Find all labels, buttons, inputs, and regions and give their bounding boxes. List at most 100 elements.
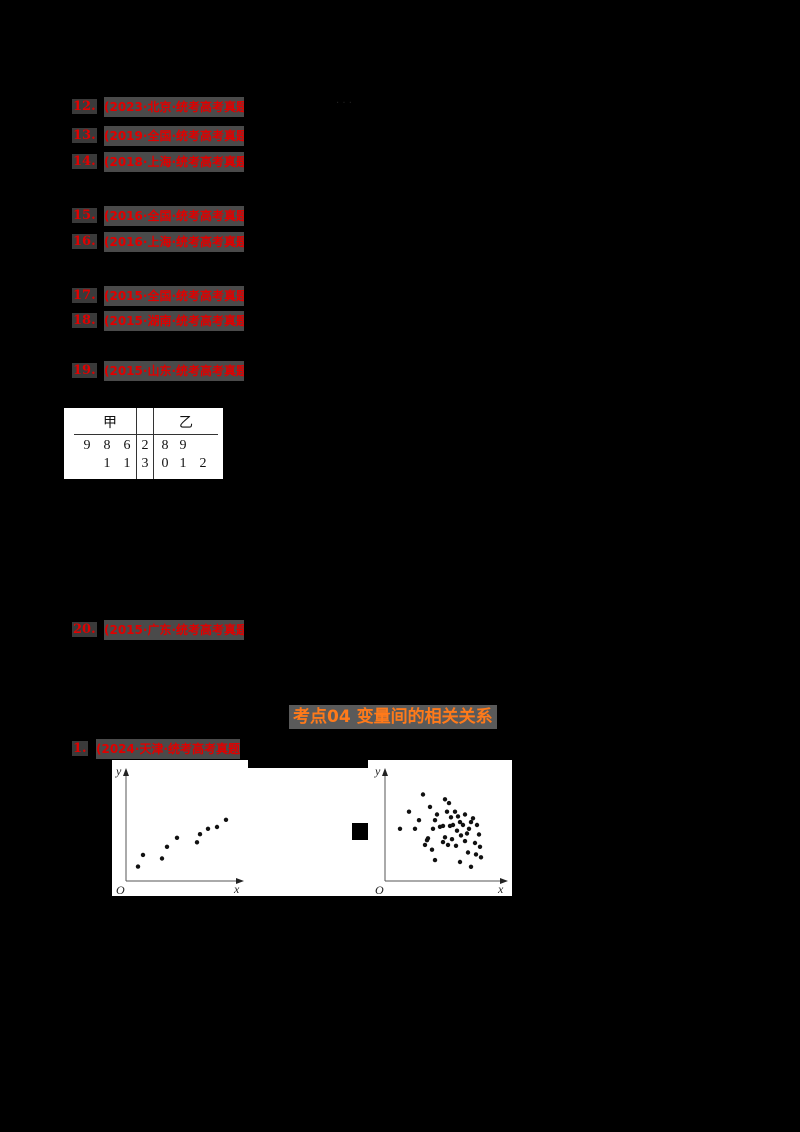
scatter-plot-right: y x O: [368, 760, 512, 896]
question-number: 13.: [72, 128, 97, 143]
data-point: [440, 839, 446, 845]
stem-leaf-header-divider: [74, 434, 218, 435]
leaf-right: 2: [199, 456, 207, 471]
y-axis-arrow-icon: [382, 768, 388, 776]
data-point: [452, 809, 458, 814]
stem: 3: [141, 456, 149, 471]
question-source-tag: (2023·北京·统考高考真题): [104, 97, 244, 117]
data-point: [455, 814, 461, 819]
data-point: [462, 812, 468, 817]
mask-square: [352, 823, 368, 840]
data-point: [468, 864, 474, 869]
stem-leaf-divider-left: [136, 408, 137, 479]
y-axis-label: y: [115, 764, 122, 778]
data-point: [457, 859, 463, 865]
leaf-right: 0: [161, 456, 169, 471]
data-point: [477, 844, 483, 849]
data-point: [422, 842, 428, 848]
stem-leaf-divider-right: [153, 408, 154, 479]
scatter-plot-left: y x O: [112, 760, 248, 896]
y-axis-label: y: [374, 764, 381, 778]
data-point: [194, 840, 200, 845]
stem-leaf-left-header: 甲: [103, 416, 117, 431]
data-point: [425, 836, 431, 841]
stem: 2: [141, 438, 149, 453]
data-point: [449, 837, 455, 842]
data-point: [476, 832, 482, 837]
data-point: [197, 832, 203, 837]
data-point: [448, 815, 454, 820]
data-point: [416, 818, 422, 823]
data-point: [472, 840, 478, 846]
data-point: [164, 844, 170, 849]
data-point: [458, 833, 464, 838]
data-point: [445, 842, 451, 848]
data-point: [462, 838, 468, 844]
question-number: 1.: [72, 741, 88, 756]
question-source-tag: (2024·天津·统考高考真题): [96, 739, 240, 759]
data-point: [457, 819, 463, 825]
data-point: [420, 792, 426, 797]
x-axis-arrow-icon: [236, 878, 244, 884]
leaf-left: 8: [103, 438, 111, 453]
stem-leaf-table: 甲 乙 9 8 6 2 8 9 1 1 3 0 1 2: [64, 408, 223, 479]
data-point: [205, 826, 211, 831]
data-point: [434, 812, 440, 817]
data-point: [460, 822, 466, 828]
data-point: [430, 826, 436, 831]
question-number: 14.: [72, 154, 97, 169]
x-axis-label: x: [497, 882, 504, 896]
scatter-plots-panel: [112, 760, 512, 896]
data-point: [446, 800, 452, 806]
leaf-left: 1: [103, 456, 111, 471]
data-point: [427, 804, 433, 810]
data-point: [432, 818, 438, 823]
stem-leaf-row: 1 1 3 0 1 2: [64, 456, 223, 474]
x-axis-arrow-icon: [500, 878, 508, 884]
origin-label: O: [375, 883, 384, 896]
data-point: [453, 843, 459, 848]
section-heading: 考点04 变量间的相关关系: [289, 705, 497, 729]
leaf-left: 9: [83, 438, 91, 453]
question-number: 16.: [72, 234, 97, 249]
data-point: [442, 797, 448, 802]
leaf-right: 9: [179, 438, 187, 453]
data-point: [464, 831, 470, 836]
data-point: [214, 824, 220, 830]
data-point: [429, 847, 435, 852]
data-point: [478, 855, 484, 860]
data-point: [397, 826, 403, 831]
question-number: 19.: [72, 363, 97, 378]
data-point: [442, 835, 448, 840]
question-source-tag: (2016·上海·统考高考真题): [104, 232, 244, 252]
faint-text-fragment: · · ·: [336, 98, 352, 109]
data-point: [174, 835, 180, 840]
data-point: [473, 852, 479, 857]
data-point: [135, 864, 141, 869]
data-point: [468, 819, 474, 825]
stem-leaf-right-header: 乙: [179, 416, 193, 431]
data-point: [450, 822, 456, 828]
data-point: [223, 817, 229, 822]
data-point: [454, 828, 460, 833]
question-source-tag: (2015·全国·统考高考真题): [104, 286, 244, 306]
data-point: [412, 826, 418, 831]
question-number: 18.: [72, 313, 97, 328]
question-source-tag: (2019·全国·统考高考真题): [104, 126, 244, 146]
mask-strip: [248, 760, 368, 768]
question-source-tag: (2016·全国·统考高考真题): [104, 206, 244, 226]
y-axis-arrow-icon: [123, 768, 129, 776]
data-point: [470, 816, 476, 821]
question-number: 20.: [72, 622, 97, 637]
data-point: [440, 823, 446, 829]
question-number: 15.: [72, 208, 97, 223]
question-source-tag: (2015·山东·统考高考真题): [104, 361, 244, 381]
data-point: [474, 822, 480, 828]
leaf-right: 1: [179, 456, 187, 471]
data-point: [444, 809, 450, 814]
data-point: [159, 856, 165, 861]
leaf-left: 6: [123, 438, 131, 453]
data-point: [466, 826, 472, 831]
question-source-tag: (2015·广东·统考高考真题): [104, 620, 244, 640]
data-point: [140, 852, 146, 858]
